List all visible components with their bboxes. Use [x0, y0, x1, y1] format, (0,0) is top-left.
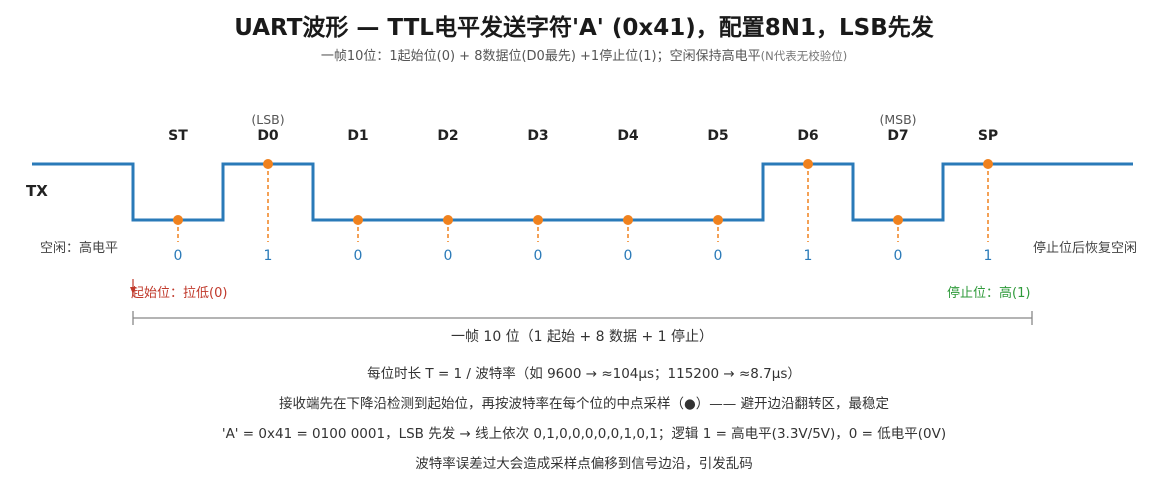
note-sampling: 接收端先在下降沿检测到起始位，再按波特率在每个位的中点采样（●）—— 避开边沿翻… — [278, 396, 890, 412]
note-encoding: 'A' = 0x41 = 0100 0001，LSB 先发 → 线上依次 0,1… — [221, 426, 947, 442]
stop-note: 停止位：高(1) — [947, 285, 1030, 301]
note-bit-time: 每位时长 T = 1 / 波特率（如 9600 → ≈104μs；115200 … — [367, 366, 801, 382]
frame-bracket — [132, 311, 1033, 325]
sample-point-d6 — [803, 159, 813, 169]
signal-label: TX — [26, 182, 48, 200]
sample-point-d2 — [443, 215, 453, 225]
subtitle: 一帧10位：1起始位(0) + 8数据位(D0最先) +1停止位(1)；空闲保持… — [0, 45, 1168, 64]
bit-value-st: 0 — [174, 248, 183, 264]
tx-waveform-line — [32, 162, 1133, 222]
sample-point-st — [173, 215, 183, 225]
bit-label-d1: D1 — [347, 128, 368, 144]
idle-right-label: 停止位后恢复空闲 — [1033, 240, 1137, 256]
bit-label-d3: D3 — [527, 128, 548, 144]
sample-point-d0 — [263, 159, 273, 169]
bits-layer: ST 0 D0(LSB) 1 D1 0 D2 0 D3 0 D4 0 D5 0 D6 1 D7(MSB) 0 SP 1 — [168, 112, 998, 264]
waveform-layer — [32, 162, 1133, 222]
sample-point-sp — [983, 159, 993, 169]
bit-label-d7: D7 — [887, 128, 908, 144]
page-title: UART波形 — TTL电平发送字符'A' (0x41)，配置8N1，LSB先发 — [234, 15, 934, 41]
sample-point-d3 — [533, 215, 543, 225]
bit-tag-d7: (MSB) — [879, 112, 916, 127]
idle-left-label: 空闲：高电平 — [40, 240, 118, 256]
bit-label-d4: D4 — [617, 128, 639, 144]
bit-value-d7: 0 — [894, 248, 903, 264]
bit-tag-d0: (LSB) — [251, 112, 284, 127]
sample-point-d5 — [713, 215, 723, 225]
bit-value-d4: 0 — [624, 248, 633, 264]
bit-value-sp: 1 — [984, 248, 993, 264]
start-note: 起始位：拉低(0) — [131, 286, 227, 301]
bit-value-d1: 0 — [354, 248, 363, 264]
bit-value-d0: 1 — [264, 248, 273, 264]
bit-label-d5: D5 — [707, 128, 728, 144]
subtitle-note: (N代表无校验位) — [760, 49, 848, 63]
frame-label: 一帧 10 位（1 起始 + 8 数据 + 1 停止） — [451, 328, 713, 345]
sample-point-d7 — [893, 215, 903, 225]
bit-label-d0: D0 — [257, 128, 279, 144]
start-note-arrow-icon — [130, 287, 136, 294]
sample-point-d4 — [623, 215, 633, 225]
bit-label-st: ST — [168, 128, 188, 144]
bit-label-sp: SP — [978, 128, 998, 144]
bit-label-d2: D2 — [437, 128, 458, 144]
bit-value-d5: 0 — [714, 248, 723, 264]
bit-value-d3: 0 — [534, 248, 543, 264]
subtitle-main: 一帧10位：1起始位(0) + 8数据位(D0最先) +1停止位(1)；空闲保持… — [320, 49, 761, 64]
sample-point-d1 — [353, 215, 363, 225]
bit-value-d2: 0 — [444, 248, 453, 264]
bit-label-d6: D6 — [797, 128, 818, 144]
bit-value-d6: 1 — [804, 248, 813, 264]
note-baud-error: 波特率误差过大会造成采样点偏移到信号边沿，引发乱码 — [415, 456, 753, 472]
